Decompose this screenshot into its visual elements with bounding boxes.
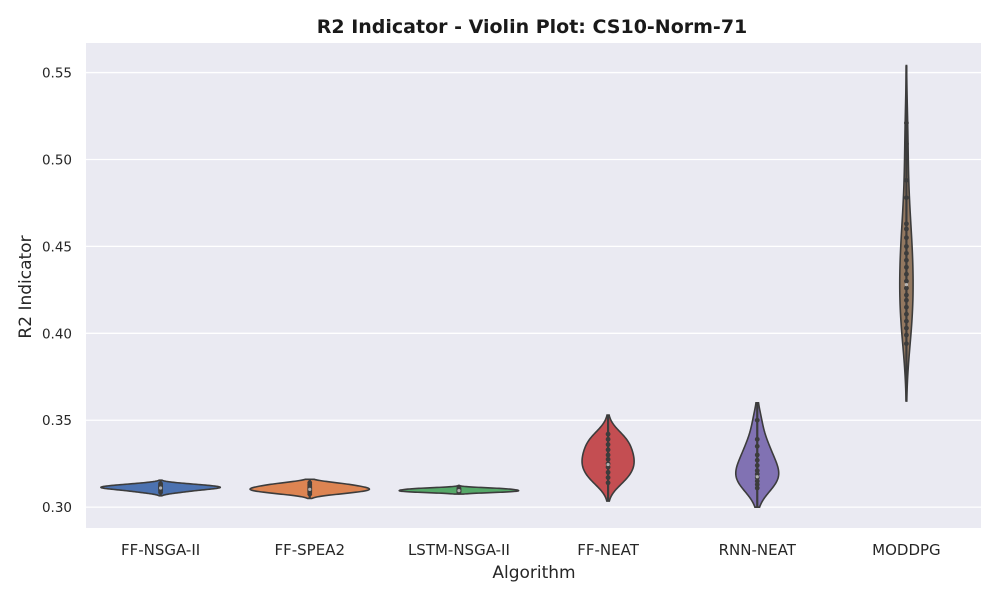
data-point [605, 436, 611, 442]
data-point [904, 278, 909, 284]
median-marker [158, 486, 163, 490]
x-axis-label: Algorithm [492, 563, 575, 583]
data-point [754, 478, 760, 484]
data-point [904, 332, 909, 338]
violin-ff-nsga-ii [100, 479, 222, 497]
x-tick-label: FF-NSGA-II [121, 541, 200, 559]
data-point [904, 311, 909, 317]
x-tick-label: MODDPG [872, 541, 941, 559]
data-point [904, 243, 909, 249]
median-marker [755, 475, 759, 479]
data-point [605, 464, 611, 470]
chart-title: R2 Indicator - Violin Plot: CS10-Norm-71 [317, 16, 748, 38]
data-point [754, 463, 760, 468]
data-point [904, 235, 909, 241]
violins [100, 64, 914, 508]
data-point [754, 482, 760, 487]
data-point [754, 452, 760, 458]
data-point [605, 447, 611, 453]
x-tick-label: LSTM-NSGA-II [408, 541, 510, 559]
data-point [754, 457, 760, 463]
data-point [456, 485, 462, 491]
median-marker [308, 487, 312, 492]
x-axis-ticks: FF-NSGA-II FF-SPEA2 LSTM-NSGA-II FF-NEAT RNN… [121, 541, 941, 559]
data-point [904, 264, 909, 270]
data-point [605, 469, 611, 475]
data-point [754, 468, 760, 474]
violin-lstm-nsga-ii [398, 484, 520, 495]
median-marker [904, 283, 909, 287]
data-point [904, 226, 909, 232]
data-point [904, 141, 909, 147]
data-point [904, 257, 909, 263]
data-point [904, 292, 909, 298]
violin-rnn-neat [734, 402, 780, 508]
data-point [904, 318, 909, 324]
grid-lines [86, 71, 981, 508]
data-point [158, 481, 163, 487]
data-point [754, 436, 760, 442]
data-point [605, 452, 611, 458]
y-axis-ticks: 0.30 0.35 0.40 0.45 0.50 0.55 [42, 66, 72, 517]
data-point [605, 480, 611, 486]
data-point [904, 221, 909, 227]
x-tick-label: FF-NEAT [577, 541, 639, 559]
data-point [754, 485, 760, 491]
violin-moddpg [898, 64, 914, 402]
data-point [605, 431, 611, 437]
violin-ff-neat [581, 414, 635, 502]
data-point [904, 271, 909, 277]
data-point [904, 177, 909, 183]
median-marker [606, 462, 610, 467]
y-axis-label: R2 Indicator [16, 235, 36, 338]
x-tick-label: FF-SPEA2 [274, 541, 345, 559]
x-tick-label: RNN-NEAT [719, 541, 797, 559]
data-point [307, 480, 313, 486]
data-point [904, 297, 909, 303]
data-point [904, 120, 909, 126]
data-point [904, 341, 909, 347]
data-point [605, 456, 611, 462]
y-tick-label: 0.45 [42, 239, 72, 255]
data-point [605, 475, 611, 480]
data-point [605, 442, 611, 447]
data-point [904, 250, 909, 256]
y-tick-label: 0.55 [42, 66, 72, 82]
data-point [904, 325, 909, 331]
data-point [754, 471, 760, 477]
y-tick-label: 0.50 [42, 152, 72, 168]
data-point [904, 285, 909, 291]
violin-ff-spea2 [249, 478, 371, 500]
y-tick-label: 0.30 [42, 500, 72, 516]
data-point [754, 443, 760, 449]
median-marker [457, 489, 461, 493]
data-point [754, 417, 760, 423]
y-tick-label: 0.40 [42, 326, 72, 342]
data-point [904, 304, 909, 310]
plot-area [86, 43, 981, 528]
data-point [904, 195, 909, 201]
y-tick-label: 0.35 [42, 413, 72, 429]
